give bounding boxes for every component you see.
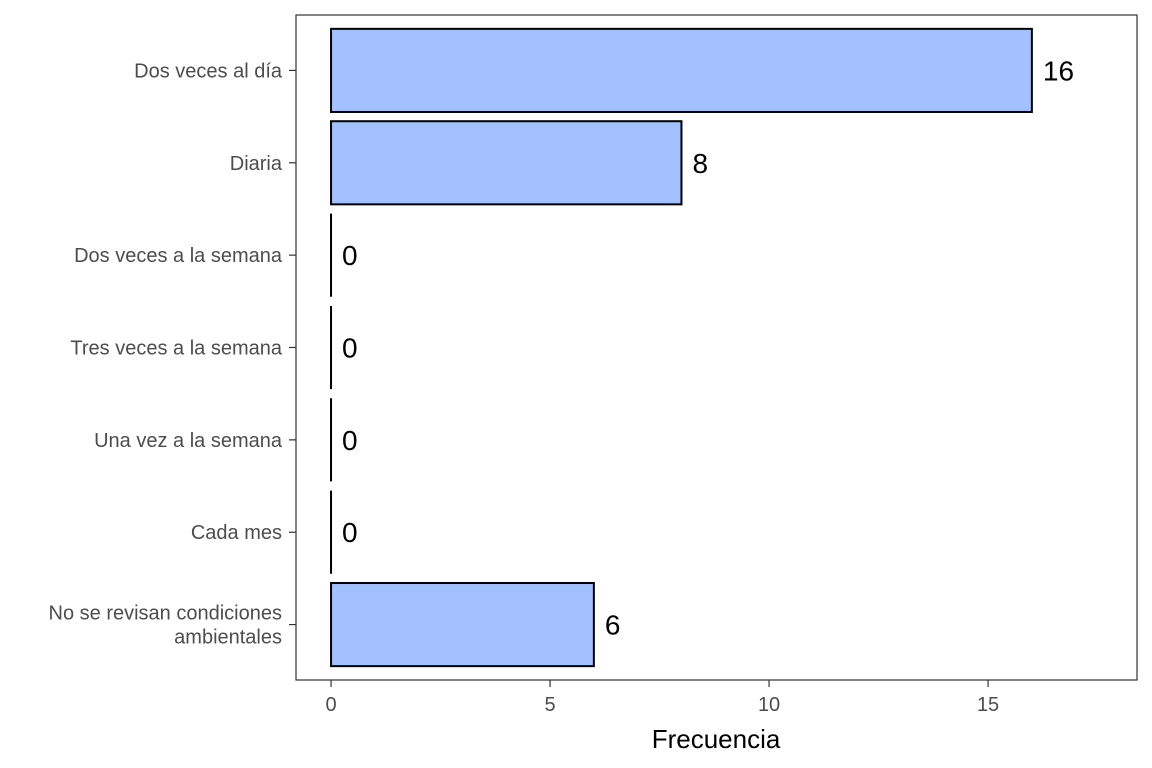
plot-panel-border <box>295 14 1138 681</box>
x-tick-label: 15 <box>977 694 999 716</box>
x-tick-label: 0 <box>325 694 336 716</box>
data-label: 8 <box>692 148 708 179</box>
x-axis-title: Frecuencia <box>652 724 781 754</box>
bar <box>330 120 683 206</box>
y-axis: Dos veces al día Diaria Dos veces a la sem… <box>49 60 296 649</box>
y-tick-label: Dos veces al día <box>134 60 283 82</box>
x-tick-label: 10 <box>758 694 780 716</box>
y-tick-label: Cada mes <box>191 522 282 544</box>
data-label: 16 <box>1043 55 1074 86</box>
data-label: 6 <box>605 610 621 641</box>
data-label: 0 <box>342 517 358 548</box>
y-tick-label: Dos veces a la semana <box>74 245 283 267</box>
data-label: 0 <box>342 333 358 364</box>
x-axis: 0 5 10 15 <box>325 680 999 716</box>
y-tick-label: Tres veces a la semana <box>70 338 282 360</box>
bar <box>330 27 1033 113</box>
y-tick-label: Una vez a la semana <box>94 430 283 452</box>
bars-layer <box>330 27 1033 668</box>
y-tick-label: Diaria <box>230 153 283 175</box>
x-tick-label: 5 <box>544 694 555 716</box>
data-labels-layer: 16 8 0 0 0 0 6 <box>342 55 1074 640</box>
data-label: 0 <box>342 240 358 271</box>
bar <box>330 582 595 668</box>
y-tick-label: No se revisan condiciones ambientales <box>49 603 282 649</box>
data-label: 0 <box>342 425 358 456</box>
